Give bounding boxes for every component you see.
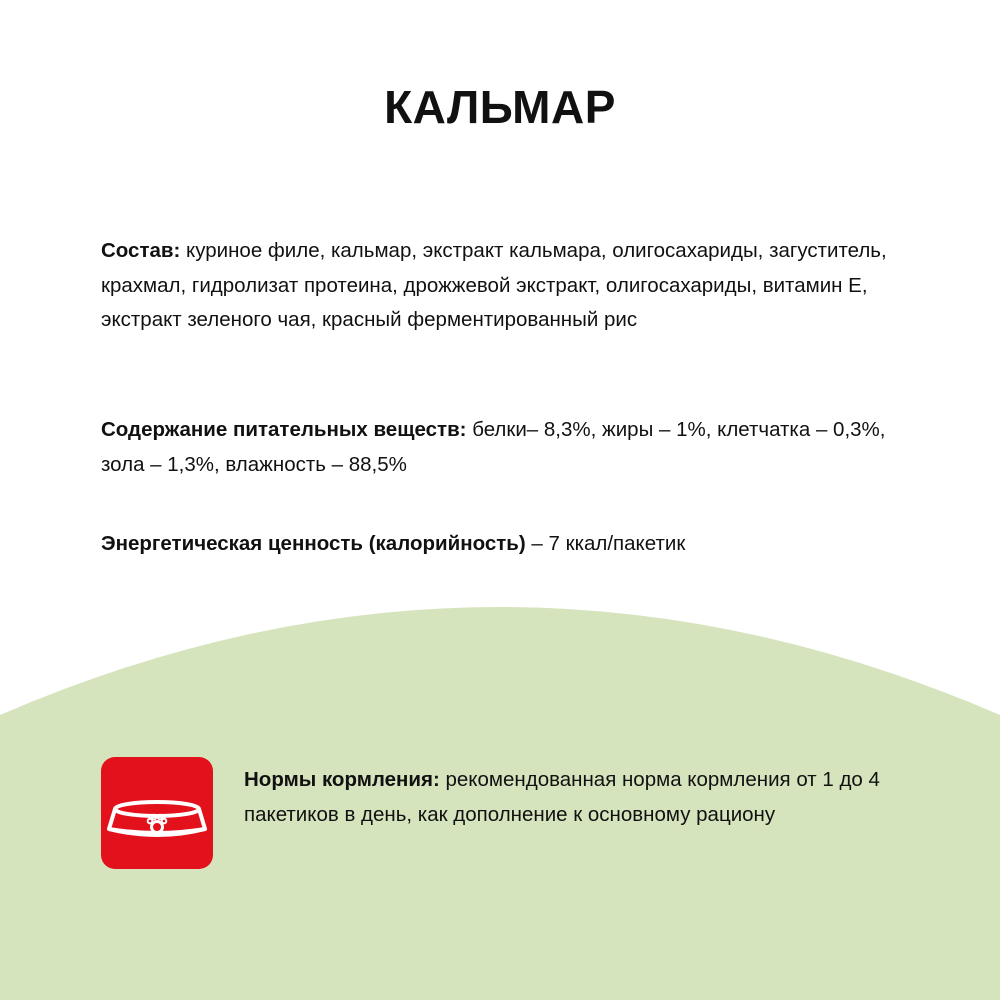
composition: Состав: куриное филе, кальмар, экстракт … bbox=[101, 234, 901, 338]
nutrients: Содержание питательных веществ: белки– 8… bbox=[101, 413, 901, 482]
energy-label: Энергетическая ценность (калорийность) bbox=[101, 532, 526, 555]
background-arc bbox=[0, 607, 1000, 1000]
feeding-text: рекомендованная норма кормления от 1 до … bbox=[244, 768, 880, 826]
page-title: КАЛЬМАР bbox=[384, 81, 616, 133]
feeding-label: Нормы кормления: bbox=[244, 768, 440, 791]
energy: Энергетическая ценность (калорийность) –… bbox=[101, 527, 901, 562]
pet-bowl-icon bbox=[101, 757, 213, 869]
nutrients-label: Содержание питательных веществ: bbox=[101, 418, 467, 441]
composition-label: Состав: bbox=[101, 239, 181, 262]
energy-text: – 7 ккал/пакетик bbox=[525, 532, 686, 555]
feeding-norms: Нормы кормления: рекомендованная норма к… bbox=[244, 762, 924, 832]
composition-text: куриное филе, кальмар, экстракт кальмара… bbox=[101, 239, 887, 331]
nutrients-text: белки– 8,3%, жиры – 1%, клетчатка – 0,3%… bbox=[101, 418, 886, 476]
